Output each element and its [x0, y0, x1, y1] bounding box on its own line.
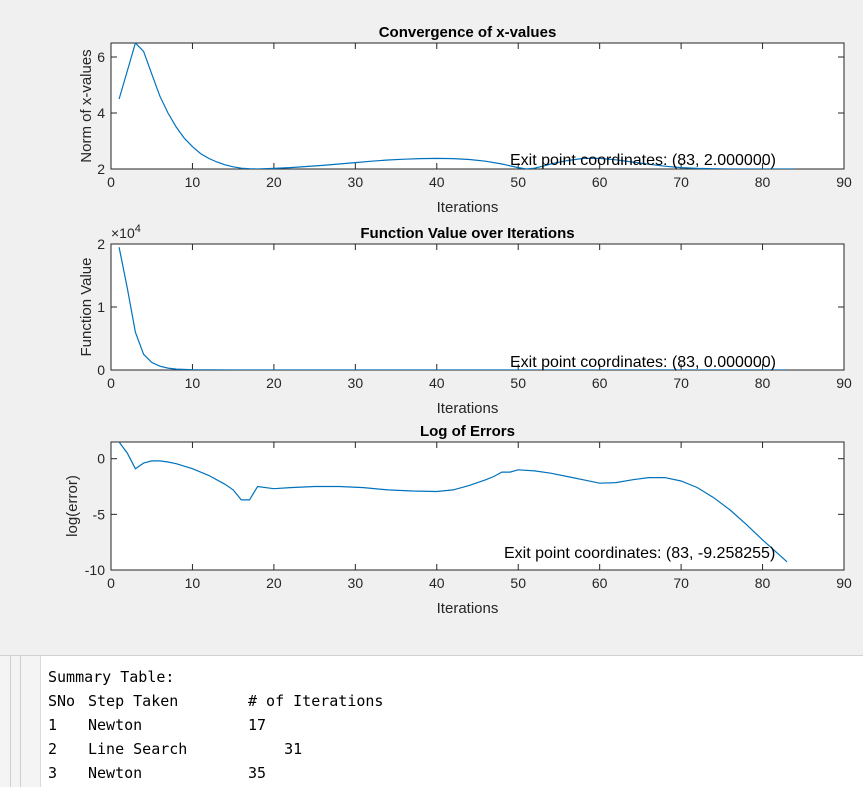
series-line: [118, 43, 796, 169]
exit-point-annotation: Exit point coordinates: (83, 0.000000): [510, 354, 776, 371]
header-iterations: # of Iterations: [248, 692, 384, 710]
y-axis-multiplier: ×104: [111, 223, 141, 241]
header-sno: SNo: [48, 692, 76, 710]
exit-point-annotation: Exit point coordinates: (83, 2.000000): [510, 152, 776, 169]
x-tick-label: 40: [429, 174, 445, 190]
x-tick-label: 60: [592, 575, 608, 591]
x-tick-label: 70: [673, 575, 689, 591]
command-window-gutter: [0, 656, 41, 787]
row-sno: 3: [48, 764, 58, 782]
x-tick-label: 30: [348, 375, 364, 391]
summary-row: 2 Line Search 31: [48, 737, 383, 761]
chart-panel: 0 10 20 30 40 50 60 70 80 90 2 4 6 Convergence of x-v…: [78, 24, 852, 216]
y-tick-label: 2: [97, 161, 105, 177]
x-tick-label: 80: [755, 174, 771, 190]
x-tick-label: 10: [185, 375, 201, 391]
figure-window: 0 10 20 30 40 50 60 70 80 90 2 4 6 Convergence of x-v…: [64, 24, 852, 617]
x-tick-label: 40: [429, 375, 445, 391]
x-tick-label: 40: [429, 575, 445, 591]
x-tick-label: 0: [107, 575, 115, 591]
x-tick-label: 30: [348, 174, 364, 190]
x-tick-label: 90: [836, 375, 852, 391]
row-iterations: 35: [248, 764, 267, 782]
console-output: Summary Table: SNo Step Taken # of Iteratio…: [48, 665, 383, 785]
x-axis-label: Iterations: [437, 199, 499, 216]
x-tick-label: 80: [755, 375, 771, 391]
row-iterations: 31: [248, 740, 303, 758]
x-axis-label: Iterations: [437, 600, 499, 617]
y-tick-label: 0: [97, 362, 105, 378]
row-sno: 1: [48, 716, 58, 734]
plot-area: [110, 441, 845, 571]
plot-area: [110, 42, 845, 170]
series-line: [118, 247, 787, 370]
chart-panel: 0 10 20 30 40 50 60 70 80 90 0 1 2 Function Value ove…: [78, 223, 852, 417]
y-tick-label: 6: [97, 49, 105, 65]
header-step: Step Taken: [88, 692, 179, 710]
x-axis-label: Iterations: [437, 400, 499, 417]
x-tick-label: 90: [836, 575, 852, 591]
chart-title: Function Value over Iterations: [360, 225, 574, 242]
chart-title: Log of Errors: [420, 423, 515, 440]
x-tick-label: 0: [107, 375, 115, 391]
summary-heading: Summary Table:: [48, 668, 175, 686]
x-tick-label: 60: [592, 375, 608, 391]
x-tick-label: 60: [592, 174, 608, 190]
y-axis-exponent: 4: [135, 223, 141, 235]
y-tick-label: 1: [97, 299, 105, 315]
plot-area: [110, 243, 845, 371]
y-tick-label: 0: [97, 451, 105, 467]
x-tick-label: 30: [348, 575, 364, 591]
x-tick-label: 10: [185, 575, 201, 591]
row-sno: 2: [48, 740, 58, 758]
series-line: [118, 442, 788, 563]
summary-row: 1 Newton 17: [48, 713, 383, 737]
exit-point-annotation: Exit point coordinates: (83, -9.258255): [504, 545, 775, 562]
row-step: Newton: [88, 716, 143, 734]
x-tick-label: 50: [510, 174, 526, 190]
x-tick-label: 70: [673, 174, 689, 190]
x-tick-label: 20: [266, 174, 282, 190]
x-tick-label: 0: [107, 174, 115, 190]
x-tick-label: 90: [836, 174, 852, 190]
row-iterations: 17: [248, 716, 267, 734]
chart-title: Convergence of x-values: [379, 24, 557, 41]
x-tick-label: 50: [510, 575, 526, 591]
x-tick-label: 10: [185, 174, 201, 190]
y-tick-label: 4: [97, 105, 105, 121]
y-axis-label: Function Value: [78, 258, 95, 357]
x-tick-label: 20: [266, 375, 282, 391]
summary-row: 3 Newton 35: [48, 761, 383, 785]
y-axis-label: log(error): [64, 475, 81, 537]
x-tick-label: 50: [510, 375, 526, 391]
y-tick-label: -5: [93, 506, 106, 522]
y-tick-label: -10: [85, 562, 105, 578]
x-tick-label: 80: [755, 575, 771, 591]
summary-header-row: SNo Step Taken # of Iterations: [48, 689, 383, 713]
row-step: Line Search: [88, 740, 188, 758]
command-window[interactable]: Summary Table: SNo Step Taken # of Iteratio…: [0, 655, 863, 787]
row-step: Newton: [88, 764, 143, 782]
chart-panel: 0 10 20 30 40 50 60 70 80 90 -10 -5 0 Log of Errors It…: [64, 423, 852, 617]
y-axis-label: Norm of x-values: [78, 49, 95, 162]
y-tick-label: 2: [97, 236, 105, 252]
x-tick-label: 70: [673, 375, 689, 391]
x-tick-label: 20: [266, 575, 282, 591]
